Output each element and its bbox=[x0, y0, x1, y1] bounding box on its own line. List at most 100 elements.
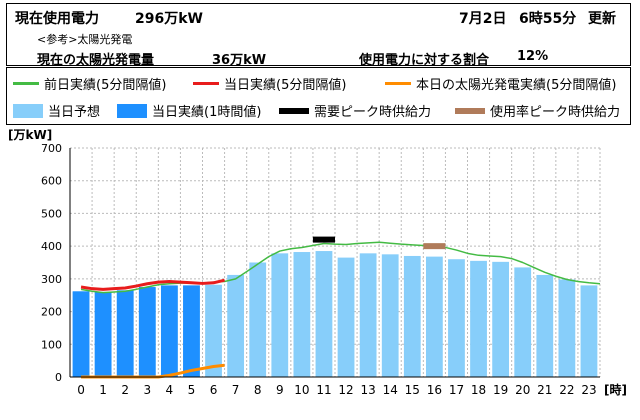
x-tick-label: 12 bbox=[338, 383, 353, 397]
x-tick-label: 15 bbox=[405, 383, 420, 397]
grid bbox=[70, 147, 601, 377]
forecast-bar bbox=[514, 267, 532, 377]
actual-hourly-bar bbox=[116, 290, 134, 377]
legend-swatch bbox=[279, 107, 309, 114]
update-date: 7月2日 bbox=[459, 11, 507, 27]
forecast-bar bbox=[470, 260, 487, 377]
x-axis-unit: [時] bbox=[604, 382, 627, 397]
x-tick-label: 23 bbox=[581, 383, 596, 397]
legend-label: 本日の太陽光発電実績(5分間隔値) bbox=[416, 78, 617, 93]
current-usage-label: 現在使用電力 bbox=[15, 11, 99, 27]
solar-label: 現在の太陽光発電量 bbox=[37, 53, 155, 68]
legend-item-forecast: 当日予想 bbox=[13, 101, 100, 120]
forecast-bar bbox=[337, 257, 355, 377]
legend-item-today-hourly: 当日実績(1時間値) bbox=[117, 101, 261, 120]
forecast-bar bbox=[492, 261, 510, 377]
solar-value: 36万kW bbox=[212, 53, 267, 68]
forecast-bar bbox=[271, 253, 289, 377]
forecast-bar bbox=[425, 256, 443, 377]
legend-item-prev-day: 前日実績(5分間隔値) bbox=[13, 74, 166, 93]
forecast-bar bbox=[580, 285, 598, 377]
legend-swatch bbox=[385, 82, 411, 85]
legend-item-demand-peak: 需要ピーク時供給力 bbox=[279, 101, 431, 120]
legend-label: 前日実績(5分間隔値) bbox=[44, 78, 167, 93]
x-tick-label: 18 bbox=[471, 383, 486, 397]
y-tick-label: 0 bbox=[55, 371, 62, 384]
y-tick-label: 100 bbox=[41, 338, 62, 351]
forecast-bar bbox=[359, 253, 377, 377]
y-tick-label: 300 bbox=[41, 273, 62, 286]
y-tick-label: 600 bbox=[41, 175, 62, 188]
legend-swatch bbox=[455, 107, 485, 114]
legend-label: 当日予想 bbox=[48, 105, 101, 120]
legend-item-solar: 本日の太陽光発電実績(5分間隔値) bbox=[385, 74, 616, 93]
legend-swatch bbox=[193, 82, 219, 85]
prev-day-line bbox=[80, 241, 601, 294]
ratio-value: 12% bbox=[517, 49, 549, 64]
x-tick-label: 10 bbox=[294, 383, 309, 397]
actual-hourly-bar bbox=[160, 285, 178, 377]
forecast-bar bbox=[403, 255, 421, 377]
legend-label: 当日実績(1時間値) bbox=[152, 105, 262, 120]
legend-item-today-5min: 当日実績(5分間隔値) bbox=[193, 74, 346, 93]
legend-item-usage-peak: 使用率ピーク時供給力 bbox=[455, 101, 620, 120]
legend-label: 使用率ピーク時供給力 bbox=[490, 105, 621, 120]
reference-label: <参考>太陽光発電 bbox=[37, 33, 133, 46]
x-tick-label: 8 bbox=[254, 383, 262, 397]
forecast-bar bbox=[249, 262, 267, 377]
header-panel: 現在使用電力 296万kW 7月2日 6時55分 更新 <参考>太陽光発電 現在… bbox=[6, 3, 631, 68]
forecast-bar bbox=[315, 251, 333, 377]
legend-label: 当日実績(5分間隔値) bbox=[224, 78, 347, 93]
actual-hourly-bar bbox=[72, 291, 90, 377]
x-tick-label: 4 bbox=[166, 383, 174, 397]
bars bbox=[72, 251, 598, 377]
actual-hourly-bar bbox=[183, 285, 200, 377]
update-label: 更新 bbox=[588, 11, 616, 27]
forecast-bar bbox=[381, 254, 399, 377]
x-tick-label: 22 bbox=[559, 383, 574, 397]
forecast-bar bbox=[536, 274, 554, 377]
actual-hourly-bar bbox=[138, 287, 156, 377]
demand-peak-mark bbox=[312, 236, 335, 243]
x-tick-label: 2 bbox=[121, 383, 129, 397]
legend-swatch bbox=[13, 82, 39, 85]
legend-label: 需要ピーク時供給力 bbox=[314, 105, 432, 120]
x-tick-label: 13 bbox=[360, 383, 375, 397]
ratio-label: 使用電力に対する割合 bbox=[359, 53, 490, 68]
today-5min-line bbox=[80, 278, 225, 291]
x-tick-label: 11 bbox=[316, 383, 331, 397]
y-tick-label: 500 bbox=[41, 207, 62, 220]
x-tick-label: 3 bbox=[143, 383, 151, 397]
x-tick-label: 1 bbox=[99, 383, 107, 397]
y-axis-unit: [万kW] bbox=[8, 128, 53, 142]
x-tick-label: 16 bbox=[427, 383, 442, 397]
x-tick-label: 6 bbox=[210, 383, 218, 397]
x-tick-label: 17 bbox=[449, 383, 464, 397]
y-tick-label: 400 bbox=[41, 240, 62, 253]
forecast-bar bbox=[448, 259, 465, 377]
x-tick-label: 0 bbox=[77, 383, 85, 397]
x-tick-label: 20 bbox=[515, 383, 530, 397]
x-tick-label: 5 bbox=[188, 383, 196, 397]
legend-swatch bbox=[117, 103, 147, 118]
actual-hourly-bar bbox=[94, 291, 112, 377]
y-tick-label: 700 bbox=[41, 142, 62, 155]
x-tick-label: 14 bbox=[383, 383, 398, 397]
forecast-bar bbox=[558, 279, 576, 377]
y-tick-label: 200 bbox=[41, 306, 62, 319]
forecast-bar bbox=[293, 252, 311, 377]
usage-peak-mark bbox=[423, 243, 446, 250]
x-tick-label: 21 bbox=[537, 383, 552, 397]
x-tick-label: 9 bbox=[276, 383, 284, 397]
x-tick-label: 7 bbox=[232, 383, 240, 397]
chart-legend: 前日実績(5分間隔値) 当日実績(5分間隔値) 本日の太陽光発電実績(5分間隔値… bbox=[6, 67, 631, 125]
forecast-bar bbox=[227, 274, 245, 377]
current-usage-value: 296万kW bbox=[135, 11, 203, 27]
peak-marks bbox=[312, 236, 446, 250]
update-time: 6時55分 bbox=[519, 11, 577, 27]
forecast-bar bbox=[205, 284, 222, 377]
legend-swatch bbox=[13, 103, 43, 118]
x-tick-label: 19 bbox=[493, 383, 508, 397]
